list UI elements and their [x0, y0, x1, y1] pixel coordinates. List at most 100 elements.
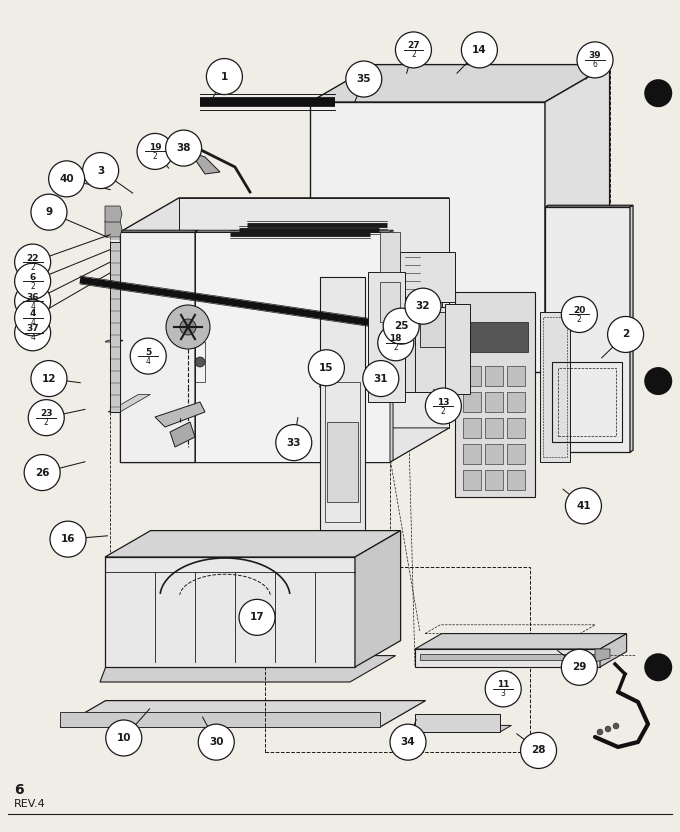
Circle shape: [131, 338, 166, 374]
Circle shape: [106, 720, 141, 756]
Circle shape: [390, 724, 426, 760]
Polygon shape: [507, 470, 525, 490]
Text: 26: 26: [35, 468, 50, 478]
Circle shape: [577, 42, 613, 78]
Text: 36: 36: [27, 293, 39, 302]
Circle shape: [166, 130, 201, 166]
Polygon shape: [100, 656, 396, 682]
Polygon shape: [120, 232, 390, 462]
Circle shape: [486, 671, 521, 707]
Polygon shape: [463, 444, 481, 464]
Polygon shape: [195, 230, 393, 232]
Text: 23: 23: [40, 409, 52, 418]
Text: 3: 3: [500, 690, 506, 698]
Polygon shape: [380, 282, 400, 322]
Polygon shape: [485, 444, 503, 464]
Polygon shape: [485, 470, 503, 490]
Circle shape: [309, 349, 344, 386]
Text: 9: 9: [46, 207, 52, 217]
Polygon shape: [485, 366, 503, 386]
Polygon shape: [545, 207, 630, 452]
Text: 2: 2: [577, 315, 581, 324]
Text: 22: 22: [27, 254, 39, 263]
Polygon shape: [390, 198, 449, 462]
Polygon shape: [105, 557, 355, 667]
Polygon shape: [485, 418, 503, 438]
Text: 4: 4: [30, 319, 35, 327]
Circle shape: [180, 319, 196, 335]
Circle shape: [31, 360, 67, 397]
Circle shape: [644, 367, 673, 395]
Polygon shape: [60, 701, 426, 727]
Circle shape: [195, 357, 205, 367]
Polygon shape: [420, 654, 595, 660]
Text: 4: 4: [146, 357, 151, 365]
Polygon shape: [368, 272, 405, 402]
Polygon shape: [105, 221, 122, 237]
Circle shape: [83, 152, 118, 189]
Circle shape: [384, 308, 419, 344]
Polygon shape: [170, 422, 195, 447]
Text: 18: 18: [390, 334, 402, 344]
Polygon shape: [120, 232, 195, 462]
Text: 2: 2: [153, 152, 157, 161]
Polygon shape: [110, 242, 120, 412]
Text: 11: 11: [497, 681, 509, 690]
Text: 31: 31: [373, 374, 388, 384]
Text: 27: 27: [407, 42, 420, 51]
Text: 6: 6: [14, 783, 24, 797]
Polygon shape: [507, 418, 525, 438]
Circle shape: [207, 58, 242, 95]
Text: 34: 34: [401, 737, 415, 747]
Text: 2: 2: [441, 407, 445, 415]
Text: 2: 2: [622, 329, 629, 339]
Text: REV.4: REV.4: [14, 799, 46, 809]
Text: 16: 16: [61, 534, 75, 544]
Text: 2: 2: [44, 418, 48, 427]
Polygon shape: [462, 322, 528, 352]
Circle shape: [605, 726, 611, 732]
Circle shape: [24, 454, 60, 491]
Circle shape: [613, 723, 619, 729]
Polygon shape: [600, 634, 626, 667]
Circle shape: [608, 316, 643, 353]
Circle shape: [562, 296, 597, 333]
Polygon shape: [320, 277, 365, 537]
Circle shape: [15, 263, 50, 300]
Circle shape: [405, 288, 441, 324]
Polygon shape: [105, 206, 122, 222]
Circle shape: [597, 729, 603, 735]
Polygon shape: [179, 198, 449, 428]
Text: 2: 2: [394, 344, 398, 352]
Text: 14: 14: [472, 45, 487, 55]
Polygon shape: [595, 649, 610, 662]
Text: 41: 41: [576, 501, 591, 511]
Polygon shape: [195, 230, 198, 462]
Polygon shape: [463, 392, 481, 412]
Polygon shape: [60, 712, 380, 727]
Polygon shape: [105, 340, 123, 342]
Circle shape: [396, 32, 431, 68]
Polygon shape: [400, 252, 455, 302]
Polygon shape: [485, 392, 503, 412]
Circle shape: [276, 424, 311, 461]
Circle shape: [15, 300, 50, 336]
Polygon shape: [630, 206, 633, 452]
Polygon shape: [420, 312, 445, 347]
Polygon shape: [463, 366, 481, 386]
Polygon shape: [463, 470, 481, 490]
Polygon shape: [507, 444, 525, 464]
Text: 6: 6: [29, 273, 36, 282]
Circle shape: [462, 32, 497, 68]
Text: 37: 37: [27, 324, 39, 334]
Polygon shape: [327, 422, 358, 502]
Text: 4: 4: [30, 302, 35, 310]
Polygon shape: [415, 649, 600, 667]
Text: 28: 28: [531, 745, 546, 755]
Circle shape: [137, 133, 173, 170]
Polygon shape: [155, 402, 205, 427]
Polygon shape: [380, 232, 400, 272]
Polygon shape: [415, 714, 500, 732]
Text: 35: 35: [356, 74, 371, 84]
Polygon shape: [463, 418, 481, 438]
